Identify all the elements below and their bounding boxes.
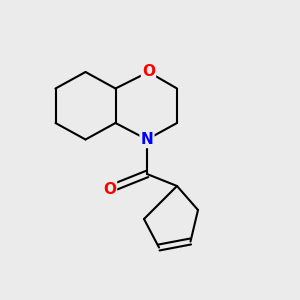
Text: O: O xyxy=(142,64,155,80)
Text: O: O xyxy=(103,182,116,196)
Text: N: N xyxy=(141,132,153,147)
